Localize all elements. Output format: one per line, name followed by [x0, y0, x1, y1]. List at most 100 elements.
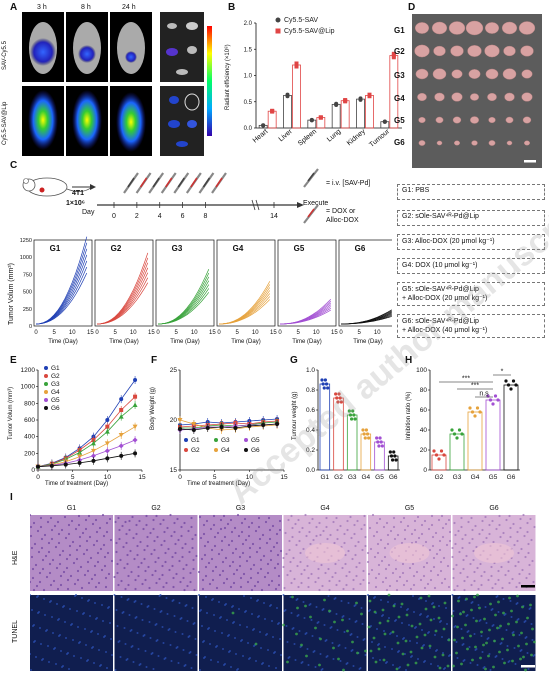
he-nucleus	[50, 528, 54, 532]
chart-h-point	[457, 428, 462, 432]
he-nucleus	[241, 551, 245, 555]
tunel-dapi	[330, 626, 333, 628]
chart-g-xtick-label: G6	[389, 474, 398, 481]
growth-frame	[277, 239, 337, 327]
chart-g-point	[348, 413, 353, 417]
chart-e-line-G6	[37, 452, 136, 468]
tunel-dapi	[391, 648, 393, 650]
panel-label-e: E	[10, 355, 17, 366]
he-nucleus	[228, 564, 232, 568]
he-nucleus	[359, 582, 362, 586]
row-label-tunel: TUNEL	[12, 620, 19, 643]
he-nucleus	[210, 557, 214, 561]
chart-g-xtick-label: G1	[320, 474, 329, 481]
tunel-dapi	[524, 620, 527, 622]
tunel-dapi	[212, 598, 214, 600]
he-nucleus	[297, 518, 300, 522]
tunel-positive	[503, 661, 506, 665]
chart-h-point	[455, 436, 459, 440]
he-nucleus	[447, 585, 451, 589]
tunel-dapi	[257, 599, 259, 601]
he-nucleus	[441, 526, 445, 530]
tunel-dapi	[193, 622, 196, 624]
he-nucleus	[213, 544, 217, 548]
he-nucleus	[153, 539, 156, 543]
he-nucleus	[167, 547, 170, 551]
growth-title-G6: G6	[355, 244, 366, 253]
he-nucleus	[61, 549, 65, 553]
tunel-dapi	[356, 636, 359, 638]
tunel-dapi	[463, 659, 466, 661]
chart-g-point	[379, 440, 383, 444]
he-nucleus	[518, 572, 521, 576]
tumor-specimen	[465, 20, 484, 36]
tunel-positive	[507, 622, 510, 626]
he-nucleus	[388, 584, 392, 588]
tunel-positive	[441, 653, 445, 657]
he-nucleus	[79, 565, 83, 569]
he-nucleus	[162, 518, 165, 522]
tunel-positive	[378, 621, 382, 625]
he-nucleus	[384, 567, 388, 571]
he-nucleus	[408, 566, 412, 570]
chart-g-point	[339, 400, 343, 404]
he-nucleus	[67, 523, 71, 527]
he-nucleus	[470, 583, 473, 587]
tunel-dapi	[214, 630, 216, 632]
he-nucleus	[159, 522, 162, 526]
he-nucleus	[205, 519, 209, 523]
tunel-dapi	[124, 643, 127, 645]
tunel-dapi	[98, 649, 100, 651]
growth-curve-G6	[341, 316, 392, 325]
he-nucleus	[350, 536, 353, 540]
he-nucleus	[42, 588, 46, 592]
tunel-dapi	[213, 614, 215, 616]
he-nucleus	[462, 567, 465, 571]
syringe-fill	[127, 177, 135, 188]
tunel-positive	[531, 627, 534, 631]
tunel-positive	[457, 599, 460, 603]
tunel-dapi	[460, 628, 463, 630]
tunel-dapi	[296, 598, 299, 600]
he-nucleus	[232, 581, 236, 585]
tumor-specimen	[433, 45, 446, 57]
panel-label-b: B	[228, 2, 236, 13]
he-nucleus	[59, 583, 63, 587]
he-nucleus	[155, 514, 158, 518]
he-nucleus	[451, 546, 454, 550]
tunel-positive	[483, 617, 486, 621]
chart-e-line-G2	[37, 396, 136, 468]
tunel-positive	[360, 612, 363, 616]
tunel-dapi	[253, 628, 255, 630]
he-nucleus	[36, 529, 40, 533]
he-nucleus	[492, 540, 495, 544]
tunel-dapi	[108, 606, 110, 608]
tunel-dapi	[400, 606, 402, 608]
chart-g-bar	[346, 414, 358, 471]
he-nucleus	[532, 580, 535, 584]
he-nucleus	[254, 529, 258, 533]
tunel-dapi	[76, 610, 78, 612]
he-nucleus	[99, 547, 103, 551]
tumor-specimen	[415, 68, 429, 80]
he-nucleus	[467, 520, 470, 524]
he-nucleus	[85, 548, 89, 552]
he-nucleus	[73, 582, 77, 586]
chart-h-point	[488, 398, 493, 402]
tunel-positive	[476, 593, 479, 597]
he-nucleus	[479, 562, 482, 566]
he-nucleus	[189, 580, 192, 584]
he-nucleus	[302, 547, 305, 551]
chart-g-point	[350, 417, 354, 421]
chart-g-point	[391, 458, 395, 462]
chart-b-point	[261, 123, 266, 128]
chart-g-point	[347, 409, 351, 413]
tunel-dapi	[526, 652, 529, 654]
tunel-dapi	[228, 634, 230, 636]
he-nucleus	[132, 536, 135, 540]
he-nucleus	[72, 561, 76, 565]
he-nucleus	[328, 579, 331, 583]
tunel-dapi	[327, 595, 330, 597]
tunel-dapi	[245, 610, 247, 612]
chart-g-bar	[360, 433, 372, 471]
